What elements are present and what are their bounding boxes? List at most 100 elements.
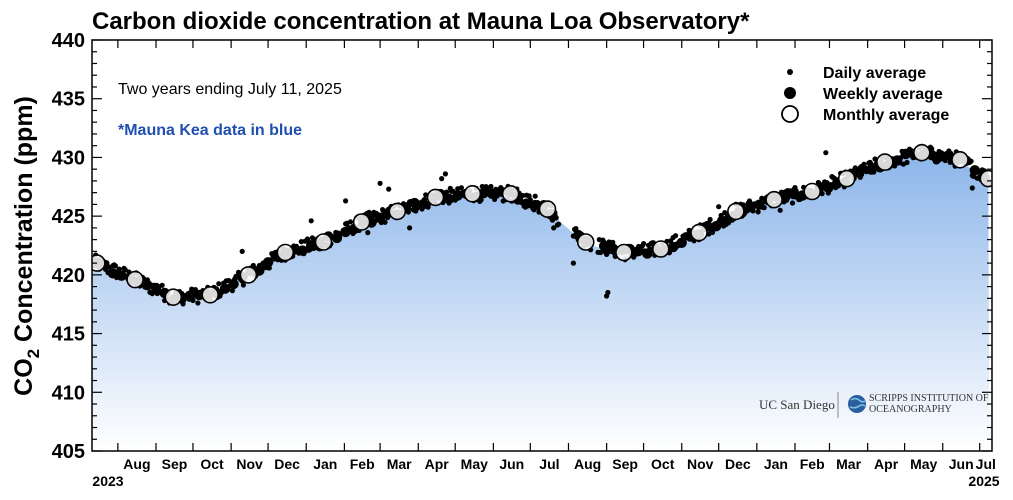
y-tick-label: 420	[52, 265, 85, 287]
weekly-point	[228, 278, 239, 290]
y-tick-label: 430	[52, 147, 85, 169]
weekly-point	[262, 257, 274, 268]
monthly-point	[690, 223, 708, 242]
daily-point-outlier	[308, 218, 314, 224]
legend-label-weekly: Weekly average	[823, 86, 943, 103]
data-markers	[92, 143, 992, 307]
weekly-point	[219, 283, 231, 294]
x-axis: Aug Sep Oct Nov Dec Jan Feb Mar Apr May Jun Jul Aug S…	[92, 40, 1000, 489]
weekly-point	[823, 182, 834, 193]
weekly-point	[900, 148, 911, 160]
daily-point-outlier	[377, 180, 383, 186]
monthly-point	[239, 266, 258, 284]
legend: Daily average Weekly average Monthly ave…	[781, 65, 949, 124]
monthly-point	[126, 270, 144, 289]
monthly-point	[651, 240, 670, 258]
x-month-label: Sep	[612, 456, 638, 472]
daily-point-outlier	[716, 204, 722, 210]
daily-point-outlier	[605, 289, 611, 296]
monthly-point	[388, 202, 407, 221]
chart-title: Carbon dioxide concentration at Mauna Lo…	[92, 8, 750, 35]
x-month-label: Jan	[764, 456, 788, 472]
x-month-label: Aug	[123, 456, 150, 472]
weekly-point	[116, 270, 127, 281]
daily-point	[229, 288, 235, 294]
x-month-label: May	[910, 456, 937, 472]
x-month-label: Jun	[949, 456, 974, 472]
daily-point	[347, 219, 354, 225]
weekly-point	[340, 226, 351, 238]
monthly-point	[164, 288, 183, 307]
legend-label-daily: Daily average	[823, 65, 926, 82]
area-fill	[92, 154, 990, 451]
weekly-point	[530, 199, 541, 211]
x-month-label: Nov	[687, 456, 714, 472]
weekly-point	[150, 282, 162, 294]
daily-point-outlier	[532, 193, 538, 199]
y-tick-label: 425	[52, 206, 85, 228]
weekly-point	[969, 165, 980, 176]
y-axis-label-rest: Concentration (ppm)	[10, 96, 38, 349]
monthly-point	[201, 285, 219, 304]
weekly-point	[719, 216, 730, 227]
ucsd-logo: UC San Diego	[759, 397, 835, 412]
daily-point	[116, 266, 122, 272]
daily-point	[195, 300, 201, 306]
daily-point-outlier	[777, 207, 783, 213]
daily-point	[488, 183, 494, 190]
weekly-point	[193, 289, 205, 301]
weekly-point	[374, 212, 386, 223]
logos: UC San Diego SCRIPPS INSTITUTION OF OCEA…	[759, 392, 989, 418]
daily-point-outlier	[407, 225, 413, 231]
legend-label-monthly: Monthly average	[823, 107, 949, 124]
daily-point	[556, 221, 562, 227]
monthly-point	[615, 243, 633, 262]
weekly-point	[857, 163, 868, 174]
weekly-point	[452, 190, 463, 201]
weekly-point	[599, 240, 610, 252]
plot-frame	[91, 39, 993, 452]
daily-point	[755, 209, 761, 215]
daily-point	[904, 159, 910, 166]
daily-point-outlier	[969, 185, 975, 191]
weekly-point	[788, 189, 799, 200]
monthly-point	[352, 213, 371, 231]
y-tick-label: 415	[52, 324, 85, 346]
daily-point	[458, 185, 464, 191]
weekly-point	[306, 240, 317, 251]
daily-point-outlier	[439, 176, 445, 182]
monthly-point	[314, 233, 333, 251]
daily-point-outlier	[570, 260, 577, 266]
x-month-label: Oct	[651, 456, 675, 472]
daily-point	[304, 236, 311, 242]
monthly-point	[765, 190, 783, 209]
legend-marker-weekly	[784, 87, 796, 99]
x-month-label: Dec	[274, 456, 300, 472]
daily-point	[112, 263, 118, 269]
monthly-point	[727, 202, 745, 221]
y-tick-label: 440	[52, 30, 85, 52]
scripps-logo-line2: OCEANOGRAPHY	[869, 404, 952, 415]
weekly-point	[667, 241, 679, 253]
x-month-label: Oct	[200, 456, 224, 472]
daily-point	[641, 241, 647, 247]
weekly-point	[409, 197, 420, 209]
weekly-point	[676, 237, 687, 248]
x-month-label: Feb	[800, 456, 825, 472]
weekly-point	[107, 268, 119, 279]
x-month-label: Mar	[387, 456, 412, 472]
x-month-label: Dec	[725, 456, 751, 472]
daily-point-outlier	[386, 186, 392, 192]
weekly-point	[642, 248, 653, 259]
x-month-label: Jun	[499, 456, 524, 472]
monthly-point	[538, 200, 557, 218]
daily-point	[216, 281, 222, 287]
weekly-point	[866, 164, 877, 175]
daily-point	[707, 216, 713, 223]
weekly-point	[443, 193, 455, 204]
y-tick-label: 410	[52, 382, 85, 404]
daily-point	[789, 200, 796, 206]
x-month-label: Jul	[976, 456, 996, 472]
x-month-label: Jan	[313, 456, 337, 472]
